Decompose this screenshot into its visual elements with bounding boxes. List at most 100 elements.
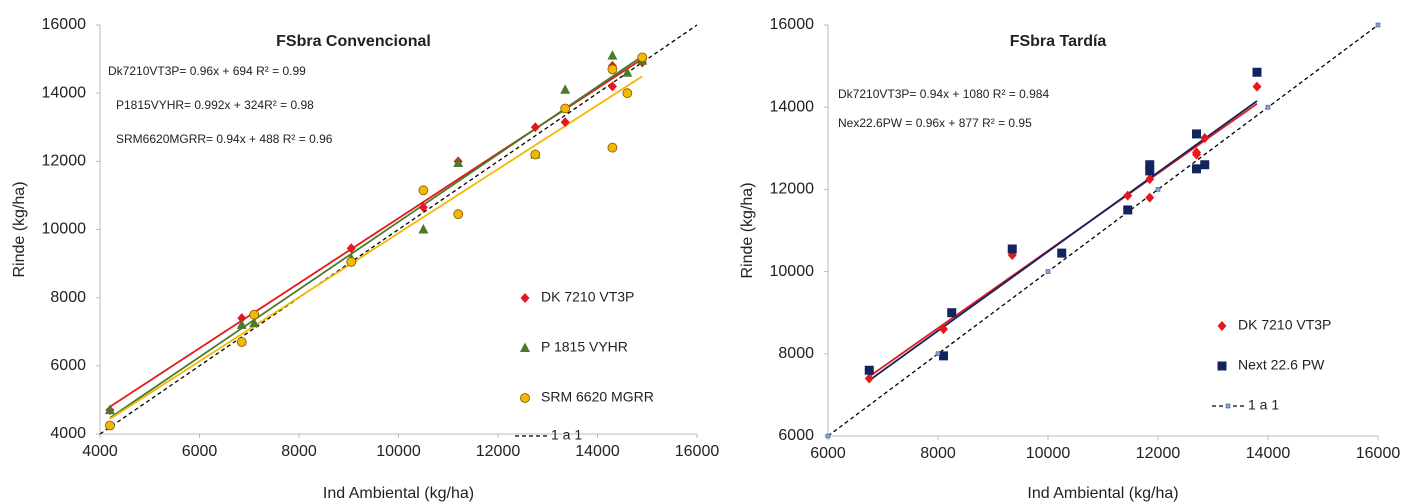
x-tick-label: 16000 <box>1356 445 1401 462</box>
legend-marker <box>520 342 530 352</box>
point <box>346 256 357 267</box>
y-tick-label: 8000 <box>50 289 86 306</box>
point <box>607 81 617 92</box>
point <box>864 373 874 384</box>
point <box>825 433 831 439</box>
point <box>560 117 570 128</box>
point <box>104 404 115 415</box>
point <box>622 88 633 99</box>
chart-title: FSbra Convencional <box>276 33 431 50</box>
point <box>418 185 429 196</box>
legend-label: Next 22.6 PW <box>1238 357 1325 373</box>
legend-label: P 1815 VYHR <box>541 339 628 355</box>
point <box>935 351 941 357</box>
legend-label: SRM 6620 MGRR <box>541 389 654 405</box>
legend-marker <box>1217 361 1227 371</box>
x-tick-label: 16000 <box>675 443 720 460</box>
point <box>864 365 874 375</box>
point <box>1252 67 1262 77</box>
point <box>607 142 618 153</box>
trend-line <box>109 75 643 420</box>
point <box>1192 149 1201 160</box>
legend-label: 1 a 1 <box>551 427 582 443</box>
point <box>1192 129 1201 139</box>
point <box>249 309 260 320</box>
point <box>1145 166 1155 176</box>
point <box>1145 174 1155 185</box>
point <box>1265 104 1271 110</box>
y-tick-label: 12000 <box>770 181 815 198</box>
y-tick-label: 10000 <box>42 221 87 238</box>
y-tick-label: 4000 <box>50 425 86 442</box>
point <box>453 209 464 220</box>
annotation: Dk7210VT3P= 0.96x + 694 R² = 0.99 <box>108 64 306 78</box>
x-tick-label: 10000 <box>1026 445 1071 462</box>
legend-marker <box>1225 403 1231 409</box>
point <box>637 52 648 63</box>
y-tick-label: 6000 <box>778 427 814 444</box>
y-tick-label: 14000 <box>770 98 815 115</box>
annotation: SRM6620MGRR= 0.94x + 488 R² = 0.96 <box>116 132 333 146</box>
x-tick-label: 6000 <box>810 445 846 462</box>
point <box>236 337 247 347</box>
y-tick-label: 8000 <box>778 345 814 362</box>
legend-label: DK 7210 VT3P <box>1238 317 1331 333</box>
point <box>1252 81 1262 92</box>
y-tick-label: 16000 <box>770 16 815 33</box>
point <box>939 324 948 335</box>
point <box>607 50 618 60</box>
point <box>237 313 247 324</box>
point <box>105 420 115 431</box>
point <box>1145 192 1155 203</box>
legend-marker <box>520 293 530 303</box>
x-tick-label: 8000 <box>281 443 317 460</box>
point <box>418 202 428 213</box>
x-tick-label: 12000 <box>1136 445 1181 462</box>
x-tick-label: 14000 <box>1246 445 1291 462</box>
point <box>1057 248 1067 258</box>
point <box>1155 187 1161 192</box>
y-axis-label: Rinde (kg/ha) <box>739 182 756 278</box>
point <box>1375 22 1381 28</box>
y-tick-label: 14000 <box>42 84 87 101</box>
trend-line <box>109 55 643 419</box>
point <box>530 149 541 160</box>
y-tick-label: 10000 <box>770 263 815 280</box>
point <box>622 67 633 77</box>
reference-line <box>827 24 1379 437</box>
point <box>1145 160 1155 170</box>
point <box>1200 133 1210 144</box>
point <box>453 157 464 168</box>
point <box>249 317 260 328</box>
annotation: P1815VYHR= 0.992x + 324R² = 0.98 <box>116 98 314 112</box>
legend-marker <box>1217 321 1227 331</box>
x-tick-label: 10000 <box>376 443 421 460</box>
point <box>560 84 571 94</box>
point <box>607 64 618 75</box>
y-tick-label: 16000 <box>42 16 87 33</box>
point <box>418 224 429 234</box>
point <box>1123 190 1133 201</box>
point <box>530 122 540 133</box>
chart-title: FSbra Tardía <box>1010 33 1107 50</box>
point <box>346 243 356 254</box>
x-tick-label: 4000 <box>82 443 118 460</box>
point <box>1192 164 1201 174</box>
point <box>947 308 957 318</box>
x-tick-label: 8000 <box>920 445 956 462</box>
trend-line <box>868 100 1258 382</box>
annotation: Nex22.6PW = 0.96x + 877 R² = 0.95 <box>838 116 1032 130</box>
point <box>236 319 247 329</box>
legend-label: DK 7210 VT3P <box>541 289 634 305</box>
point <box>560 103 571 114</box>
x-tick-label: 12000 <box>476 443 521 460</box>
y-tick-label: 12000 <box>42 153 87 170</box>
x-axis-label: Ind Ambiental (kg/ha) <box>323 485 474 502</box>
point <box>1045 269 1051 274</box>
y-tick-label: 6000 <box>50 357 86 374</box>
legend-label: 1 a 1 <box>1248 397 1279 413</box>
y-axis-label: Rinde (kg/ha) <box>11 181 28 277</box>
annotation: Dk7210VT3P= 0.94x + 1080 R² = 0.984 <box>838 87 1049 101</box>
point <box>1200 160 1210 170</box>
x-tick-label: 6000 <box>182 443 218 460</box>
